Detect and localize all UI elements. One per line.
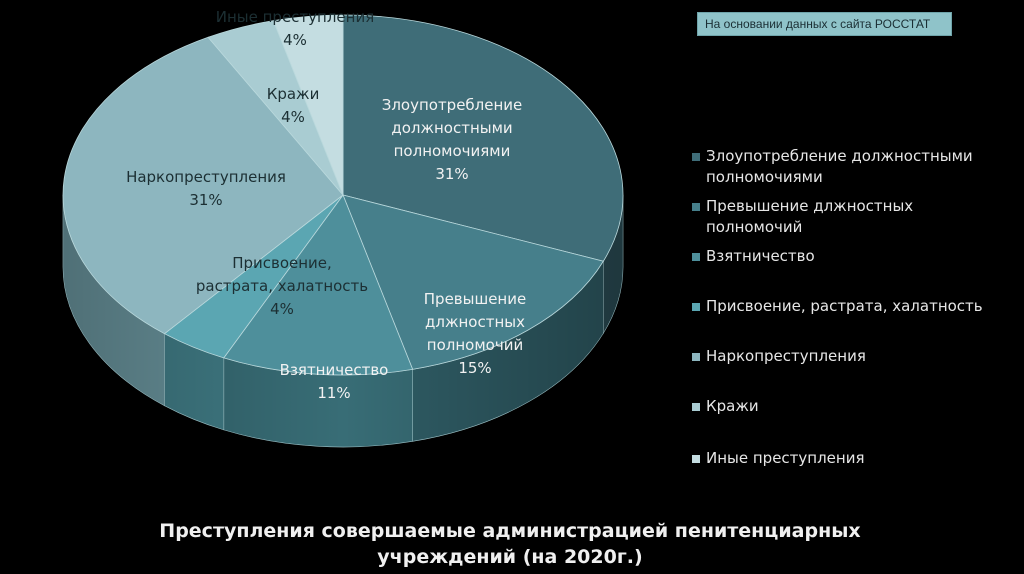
pie-slice-2 [342,194,604,370]
legend-label: Злоупотребление должностными полномочиями [706,147,973,186]
pie-slice-5 [62,36,344,335]
legend-label: Превышение длжностных полномочий [706,197,914,236]
slice-label: Кражи 4% [267,85,320,126]
pie-sides [62,194,624,448]
slice-label: Взятничество 11% [280,361,389,402]
slice-label: Иные преступления 4% [216,8,375,49]
legend-item: Иные преступления [692,448,1022,469]
legend-swatch [692,303,700,311]
legend-item: Присвоение, растрата, халатность [692,296,1022,317]
pie-slices [62,14,624,376]
legend-item: Кражи [692,396,1022,417]
legend-swatch [692,403,700,411]
pie-labels: Злоупотребление должностными полномочиями 3… [126,8,526,402]
pie-slice-7 [272,14,344,196]
legend-swatch [692,455,700,463]
legend-label: Кражи [706,397,759,415]
legend-swatch [692,203,700,211]
slice-label: Наркопреступления 31% [126,168,286,209]
legend-label: Взятничество [706,247,815,265]
source-note: На основании данных с сайта РОССТАТ [697,12,952,36]
legend-swatch [692,153,700,161]
slice-label: Превышение длжностных полномочий 15% [424,290,526,377]
legend-swatch [692,353,700,361]
legend-label: Присвоение, растрата, халатность [706,297,983,315]
chart-title: Преступления совершаемые администрацией … [159,520,861,568]
legend-item: Наркопреступления [692,346,1022,367]
pie-slice-1 [342,14,624,262]
legend-item: Превышение длжностных полномочий [692,196,1022,238]
legend-item: Взятничество [692,246,1022,267]
legend-item: Злоупотребление должностными полномочиями [692,146,1022,188]
legend-label: Наркопреступления [706,347,866,365]
legend-label: Иные преступления [706,449,865,467]
slice-label: Присвоение, растрата, халатность 4% [196,254,368,318]
pie-slice-3 [223,194,414,376]
legend-swatch [692,253,700,261]
slice-label: Злоупотребление должностными полномочиями 3… [382,96,523,183]
pie-side-shading [63,195,623,447]
